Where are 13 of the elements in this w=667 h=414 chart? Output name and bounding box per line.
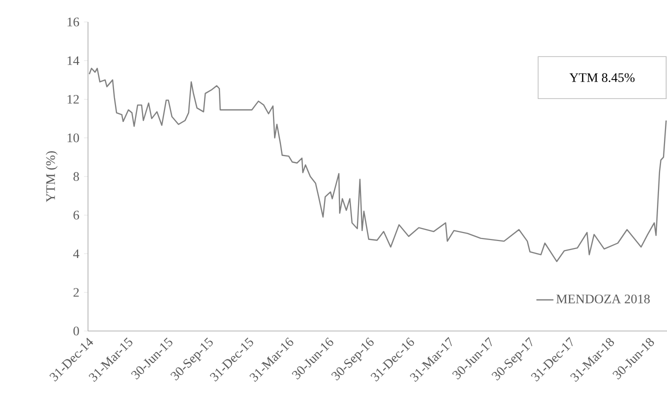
y-tick-label: 4 — [73, 249, 80, 258]
y-axis-title: YTM (%) — [46, 151, 58, 202]
y-tick-label: 0 — [73, 326, 79, 336]
y-tick-label: 12 — [68, 94, 79, 104]
y-tick-label: 8 — [73, 172, 79, 181]
annotation: YTM 8.45% — [569, 73, 635, 82]
legend-label: MENDOZA 2018 — [556, 294, 650, 304]
y-tick-label: 6 — [74, 210, 80, 220]
y-tick-label: 14 — [68, 56, 80, 65]
y-tick-label: 2 — [74, 288, 79, 297]
line-series — [88, 68, 667, 262]
y-tick-label: 16 — [68, 18, 80, 26]
y-tick-label: 10 — [68, 133, 79, 142]
